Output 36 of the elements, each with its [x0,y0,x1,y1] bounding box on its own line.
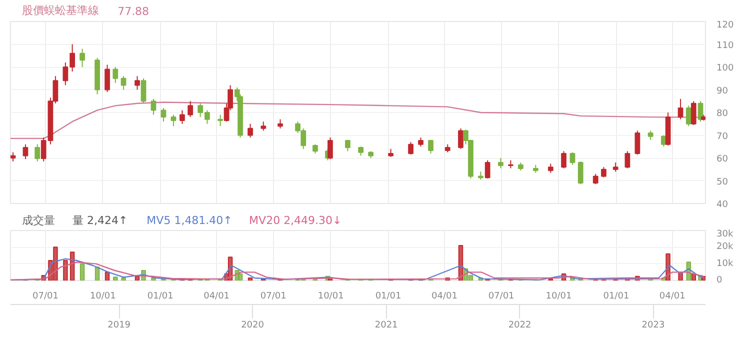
x-tick-label: 04/01 [432,292,458,302]
text: MV5 1,481.40↑ [146,214,232,227]
y-tick-label: 0 [716,276,722,286]
y-tick-label: 90 [716,86,728,96]
x-tick-label: 01/01 [375,292,402,302]
x-tick-label: 07/01 [488,292,514,302]
y-tick-label: 50 [716,177,728,188]
y-tick-label: 30k [716,230,734,240]
x2-tick-label: 2022 [508,320,532,330]
y-tick-label: 100 [716,64,734,74]
x-tick-label: 10/01 [90,292,116,302]
x-tick-label: 07/01 [32,292,58,302]
y-tick-label: 20k [716,242,734,252]
text: 77.88 [118,5,150,18]
y-tick-label: 120 [716,20,734,30]
y-tick-label: 10k [716,258,734,269]
y-tick-label: 80 [716,109,728,119]
x-tick-label: 01/01 [147,292,174,302]
y-tick-label: 40 [716,200,728,210]
text: 股價蜈蚣基準線 [22,4,99,17]
text: MV20 2,449.30↓ [249,214,342,227]
x-tick-label: 10/01 [318,292,344,302]
y-tick-label: 70 [716,132,728,142]
x2-tick-label: 2019 [108,320,131,330]
y-tick-label: 110 [716,40,734,51]
x2-tick-label: 2020 [241,320,264,330]
x2-tick-label: 2021 [374,320,398,330]
x-tick-label: 04/01 [204,292,230,302]
x-tick-label: 04/01 [659,292,686,302]
x-tick-label: 07/01 [260,292,286,302]
text: 量 2,424↑ [72,214,128,227]
chart-title: 成交量 [22,214,55,227]
y-tick-label: 60 [716,154,728,164]
x-tick-label: 01/01 [603,292,630,302]
x2-tick-label: 2023 [642,320,665,330]
x-tick-label: 10/01 [546,292,572,302]
